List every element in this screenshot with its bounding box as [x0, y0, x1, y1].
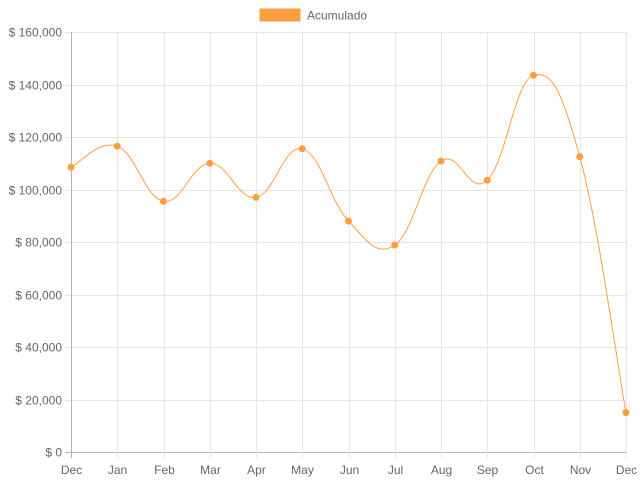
x-tick-label: Nov [570, 463, 591, 477]
data-point[interactable] [298, 145, 306, 153]
data-point[interactable] [483, 176, 491, 184]
y-axis: $ 0 $ 20,000 $ 40,000 $ 60,000 $ 80,000 $ 100… [9, 26, 63, 460]
data-point[interactable] [391, 241, 399, 249]
data-point[interactable] [113, 142, 121, 150]
data-point[interactable] [160, 197, 167, 205]
x-tick-label: Mar [200, 463, 221, 477]
series-layer [67, 71, 630, 417]
data-point[interactable] [622, 409, 630, 417]
data-point[interactable] [345, 217, 352, 225]
x-tick-label: Oct [525, 463, 544, 477]
data-point[interactable] [530, 71, 537, 79]
y-tick-label: $ 0 [45, 446, 62, 460]
y-tick-label: $ 20,000 [15, 394, 62, 408]
series-line [70, 74, 627, 413]
data-point[interactable] [252, 193, 260, 201]
legend[interactable]: Acumulado [259, 8, 367, 23]
grid-lines [65, 32, 627, 458]
data-point[interactable] [67, 163, 75, 171]
x-tick-label: Jan [108, 463, 127, 477]
legend-label[interactable]: Acumulado [307, 9, 367, 23]
y-tick-label: $ 80,000 [15, 236, 62, 250]
x-tick-label: Feb [154, 463, 175, 477]
x-tick-label: Dec [61, 463, 82, 477]
x-tick-label: Jun [340, 463, 359, 477]
x-tick-label: Dec [616, 463, 637, 477]
legend-swatch[interactable] [259, 8, 301, 22]
y-tick-label: $ 100,000 [9, 184, 63, 198]
x-tick-label: Jul [388, 463, 403, 477]
y-tick-label: $ 120,000 [9, 131, 63, 145]
data-point[interactable] [576, 153, 584, 161]
y-tick-label: $ 40,000 [15, 341, 62, 355]
y-tick-label: $ 60,000 [15, 289, 62, 303]
x-axis: Dec Jan Feb Mar Apr May Jun Jul Aug Sep Oct Nov Dec [61, 463, 637, 477]
data-point[interactable] [206, 159, 214, 167]
x-tick-label: Apr [247, 463, 266, 477]
data-point[interactable] [437, 157, 445, 165]
x-tick-label: May [291, 463, 314, 477]
x-tick-label: Sep [477, 463, 499, 477]
y-tick-label: $ 160,000 [9, 26, 63, 40]
x-tick-label: Aug [431, 463, 452, 477]
y-tick-label: $ 140,000 [9, 79, 63, 93]
